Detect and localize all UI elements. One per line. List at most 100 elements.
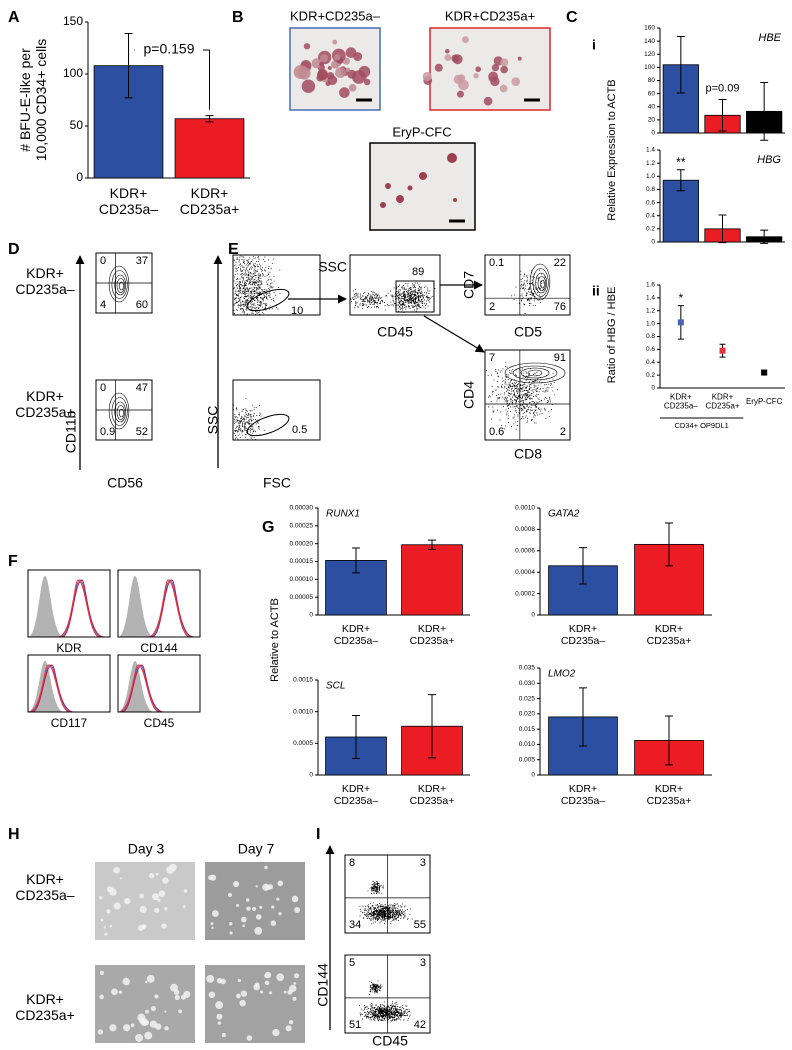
cell <box>206 974 215 983</box>
y-tick-label: 1.4 <box>646 147 655 154</box>
contour <box>504 362 566 384</box>
x-tick-label: KDR+ CD235a+ <box>410 623 455 647</box>
cell <box>208 991 216 999</box>
colony <box>445 48 450 54</box>
error-bar <box>205 115 214 123</box>
cell <box>251 906 257 912</box>
row-label: KDR+ CD235a+ <box>15 388 75 420</box>
error-bar <box>352 714 360 760</box>
cell <box>111 988 118 996</box>
gate-value: 0.5 <box>292 424 307 436</box>
cell <box>161 923 167 929</box>
colony <box>491 63 500 72</box>
event-dots <box>369 980 383 995</box>
cell <box>216 1013 223 1020</box>
y-tick-label: 0 <box>651 130 655 137</box>
y-axis-label: Ratio of HBG / HBE <box>606 287 618 384</box>
error-bar <box>428 539 436 550</box>
group-label: CD34+ OP9DL1 <box>674 421 728 430</box>
colony <box>517 56 522 61</box>
plot-frame <box>349 254 441 316</box>
contour <box>535 272 548 294</box>
chart-title: GATA2 <box>548 509 580 520</box>
y-tick-label: 1.6 <box>646 282 655 289</box>
cell <box>149 873 155 879</box>
y-tick-label: 0.6 <box>646 346 655 353</box>
colony <box>453 74 464 85</box>
axis-label: SSC <box>205 406 221 435</box>
cell <box>141 924 147 929</box>
colony <box>483 96 493 106</box>
y-tick-label: 0.6 <box>646 199 655 206</box>
row-label: KDR+ CD235a– <box>15 265 74 297</box>
y-tick-label: 20 <box>648 117 656 124</box>
panel-label: B <box>232 9 244 26</box>
colony <box>490 76 500 87</box>
colony <box>319 61 324 67</box>
cell <box>293 973 300 979</box>
cell <box>174 994 180 1001</box>
axis-label: CD7 <box>461 271 477 299</box>
cell <box>119 877 122 880</box>
isotype-histogram <box>118 576 154 637</box>
error-bar <box>676 36 685 94</box>
x-tick-label: KDR+ CD235a+ <box>180 185 240 217</box>
colony <box>293 65 308 80</box>
colony <box>301 79 316 94</box>
y-tick-label: 0 <box>531 772 535 779</box>
cell <box>294 907 301 913</box>
panel-label: A <box>8 9 20 26</box>
cell <box>122 977 130 986</box>
plot-frame <box>232 254 321 316</box>
cell <box>157 898 161 902</box>
colony <box>345 67 351 73</box>
cell <box>270 920 277 926</box>
colony <box>380 202 386 208</box>
cell <box>113 866 120 874</box>
cell <box>271 905 275 909</box>
colony <box>419 172 427 180</box>
cell <box>276 973 285 982</box>
x-tick-label: KDR+ CD235a+ <box>410 783 455 807</box>
image-label: KDR+CD235a– <box>290 8 381 23</box>
marker-label: KDR <box>56 641 82 655</box>
y-tick-label: 1.0 <box>646 320 655 327</box>
contour <box>527 369 543 377</box>
chart-title: LMO2 <box>548 669 576 680</box>
cell <box>109 924 113 928</box>
colony <box>456 90 464 98</box>
y-tick-label: 100 <box>644 64 655 71</box>
x-tick-label: EryP-CFC <box>746 397 783 406</box>
y-axis-label: # BFU-E-like per10,000 CD34+ cells <box>17 39 49 162</box>
y-tick-label: 1.2 <box>646 160 655 167</box>
marker-label: CD144 <box>140 641 178 655</box>
cell <box>211 926 214 930</box>
cell <box>99 994 104 1000</box>
cell <box>144 1031 153 1040</box>
colony <box>385 183 391 189</box>
axis-label: CD11b <box>63 411 79 454</box>
colony <box>473 73 479 79</box>
y-tick-label: 0 <box>309 612 313 619</box>
marker-label: CD45 <box>144 716 175 730</box>
panel-label: D <box>8 241 20 258</box>
annotation: p=0.09 <box>706 82 740 94</box>
contour <box>116 405 125 420</box>
quadrant-value: 0.6 <box>489 426 504 438</box>
error-bar <box>665 522 673 567</box>
y-tick-label: 0 <box>651 385 655 392</box>
cell <box>164 1010 167 1013</box>
quadrant-value: 55 <box>414 919 426 931</box>
cell <box>208 874 214 881</box>
quadrant-value: 0.9 <box>100 426 115 438</box>
cell <box>272 1028 280 1037</box>
cell <box>242 924 246 928</box>
colony <box>332 39 338 45</box>
contour <box>114 274 126 296</box>
cell <box>146 974 155 983</box>
contour <box>111 397 128 426</box>
y-tick-label: 0.8 <box>646 333 655 340</box>
event-dots <box>233 254 281 316</box>
cell <box>236 903 240 907</box>
y-tick-label: 1.2 <box>646 307 655 314</box>
